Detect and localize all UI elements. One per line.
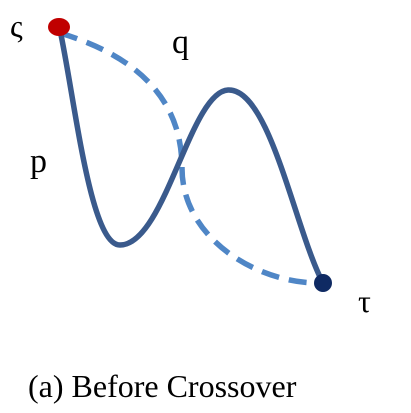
path-q <box>59 30 324 286</box>
end-node <box>314 274 332 292</box>
start-node <box>48 18 70 36</box>
end-node-label: τ <box>358 283 371 319</box>
path-p <box>57 27 326 286</box>
start-node-label: ς <box>10 8 23 44</box>
path-p-label: p <box>30 143 47 180</box>
figure-caption: (a) Before Crossover <box>28 368 297 404</box>
path-q-label: q <box>172 24 189 61</box>
